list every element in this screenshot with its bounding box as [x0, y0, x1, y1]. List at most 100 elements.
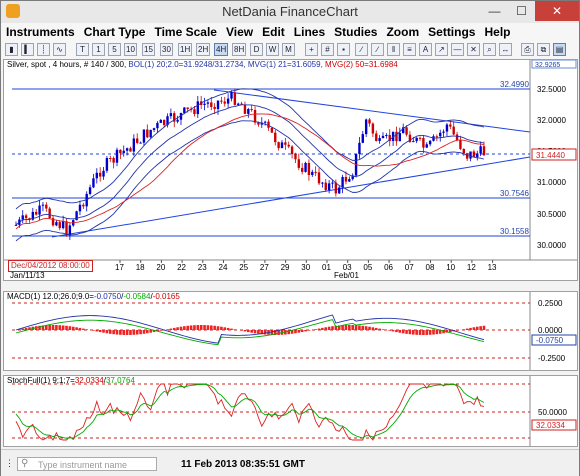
macd-hist-bar [250, 330, 253, 333]
menu-instruments[interactable]: Instruments [6, 25, 75, 39]
interval-1h-button[interactable]: 1H [178, 43, 193, 56]
macd-hist-bar [51, 325, 55, 330]
menu-settings[interactable]: Settings [428, 25, 476, 39]
horizontal-line-icon[interactable]: — [451, 43, 464, 56]
candle-body [169, 113, 173, 117]
interval-5-button[interactable]: 5 [108, 43, 121, 56]
x-tick-label-15: 08 [426, 263, 435, 272]
macd-hist-bar [428, 330, 432, 335]
hash-tool-icon[interactable]: # [321, 43, 334, 56]
stochastic-pane[interactable]: StochFull(1) 9;1;7=32.0334/37.0764 50.00… [3, 375, 578, 447]
candle-body [395, 131, 398, 142]
x-tick-label-17: 12 [467, 263, 476, 272]
text-tool-icon[interactable]: A [419, 43, 432, 56]
candle-body [24, 215, 28, 219]
eraser-icon[interactable]: ▪ [337, 43, 350, 56]
print-icon[interactable]: ⎙ [521, 43, 534, 56]
macd-name: MACD(1) 12.0;26.0;9.0= [7, 292, 94, 301]
candle-body [65, 221, 68, 236]
y-tick-4: 30.5000 [537, 210, 566, 219]
interval-1-button[interactable]: 1 [92, 43, 105, 56]
candle-body [58, 222, 61, 229]
menu-zoom[interactable]: Zoom [386, 25, 420, 39]
candle-body [257, 122, 260, 125]
line-chart-icon[interactable]: ∿ [53, 43, 66, 56]
candle-body [378, 138, 381, 142]
menu-edit[interactable]: Edit [262, 25, 285, 39]
macd-hist-bar [115, 330, 119, 335]
arrow-tool-icon[interactable]: ↗ [435, 43, 448, 56]
close-button[interactable]: ✕ [535, 1, 579, 21]
macd-hist-bar [401, 330, 405, 334]
menu-lines[interactable]: Lines [293, 25, 326, 39]
candle-body [216, 100, 220, 110]
crosshair-icon[interactable]: + [305, 43, 318, 56]
interval-8h-button[interactable]: 8H [232, 43, 247, 56]
candle-body [156, 122, 159, 129]
macd-hist-bar [48, 325, 51, 330]
candle-body [51, 218, 55, 226]
candle-body [149, 129, 152, 138]
macd-hist-bar [92, 330, 95, 331]
candle-body [109, 158, 112, 160]
interval-15-button[interactable]: 15 [142, 43, 155, 56]
macd-hist-bar [368, 326, 371, 330]
minimize-button[interactable]: — [488, 4, 501, 18]
interval-4h-button[interactable]: 4H [214, 43, 229, 56]
macd-hist-bar [273, 330, 277, 335]
macd-flag: -0.0750 [536, 336, 564, 345]
macd-pane[interactable]: MACD(1) 12.0;26.0;9.0=-0.0750/-0.0584/-0… [3, 291, 578, 371]
candle-body [391, 131, 395, 141]
interval-t-button[interactable]: T [76, 43, 89, 56]
macd-hist-bar [398, 330, 402, 333]
menu-view[interactable]: View [225, 25, 254, 39]
candle-body [82, 204, 85, 207]
menu-help[interactable]: Help [484, 25, 511, 39]
x-tick-label-1: 18 [136, 263, 145, 272]
candle-body [455, 134, 459, 140]
macd-hist-bar [395, 330, 398, 333]
interval-m-button[interactable]: M [282, 43, 295, 56]
bollinger-upper [15, 88, 485, 210]
draw-line-alt-icon[interactable]: ∕ [371, 43, 384, 56]
window-title: NetDania FinanceChart [222, 4, 358, 19]
candle-body [243, 104, 247, 114]
delete-x-icon[interactable]: ✕ [467, 43, 480, 56]
macd-hist-bar [358, 325, 361, 330]
macd-hist-bar [216, 326, 220, 330]
pan-icon[interactable]: ↔ [499, 43, 512, 56]
candlestick-chart-icon[interactable]: ▮ [5, 43, 18, 56]
copy-icon[interactable]: ⧉ [537, 43, 550, 56]
draw-line-icon[interactable]: ∕ [355, 43, 368, 56]
macd-hist-bar [243, 330, 247, 332]
candle-body [102, 170, 105, 177]
zoom-icon[interactable]: ⌕ [483, 43, 496, 56]
interval-d-button[interactable]: D [250, 43, 263, 56]
interval-10-button[interactable]: 10 [124, 43, 137, 56]
candle-body [364, 119, 368, 135]
interval-2h-button[interactable]: 2H [196, 43, 211, 56]
candle-body [95, 172, 99, 179]
candle-body [425, 144, 428, 148]
menu-chart-type[interactable]: Chart Type [83, 25, 146, 39]
maximize-button[interactable]: ☐ [516, 4, 527, 18]
bar-chart-icon[interactable]: ▍ [21, 43, 34, 56]
menu-time-scale[interactable]: Time Scale [154, 25, 217, 39]
parallel-lines-icon[interactable]: ‖ [387, 43, 400, 56]
x-tick-label-9: 30 [301, 263, 310, 272]
ohlc-chart-icon[interactable]: ┊ [37, 43, 50, 56]
interval-30-button[interactable]: 30 [160, 43, 173, 56]
fibonacci-icon[interactable]: ≡ [403, 43, 416, 56]
candle-body [119, 149, 122, 154]
instrument-search-input[interactable]: Type instrument name [17, 457, 157, 471]
menu-studies[interactable]: Studies [334, 25, 378, 39]
macd-hist-bar [462, 329, 466, 330]
interval-w-button[interactable]: W [266, 43, 279, 56]
layout-icon[interactable]: ▤ [553, 43, 566, 56]
price-chart-pane[interactable]: Silver, spot , 4 hours, # 140 / 300, BOL… [3, 59, 578, 281]
macd-hist-bar [321, 327, 324, 330]
candle-body [311, 171, 314, 176]
macd-hist-bar [186, 325, 190, 330]
candle-body [125, 148, 129, 151]
candle-body [186, 107, 189, 109]
